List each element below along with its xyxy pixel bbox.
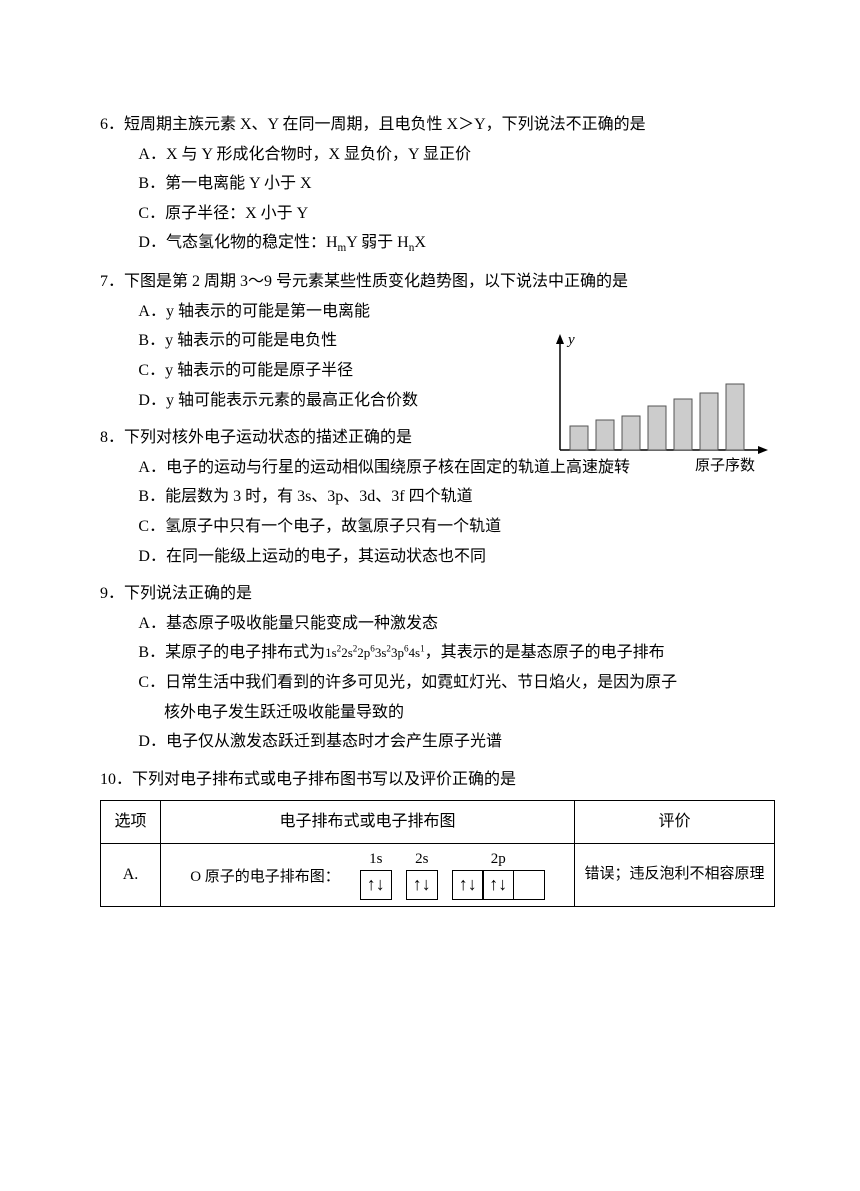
cell-option-a: A.	[101, 843, 161, 906]
q9-option-d: D．电子仅从激发态跃迁到基态时才会产生原子光谱	[100, 727, 775, 757]
orbital-diagram: O 原子的电子排布图： 1s↑↓2s↑↓2p↑↓↑↓	[169, 850, 566, 900]
q6-option-c: C．原子半径：X 小于 Y	[100, 199, 775, 229]
electron-config-formula: 1s22s22p63s23p64s1	[325, 645, 425, 660]
q8-option-b: B．能层数为 3 时，有 3s、3p、3d、3f 四个轨道	[100, 482, 775, 512]
orbital-box: ↑↓	[452, 870, 484, 900]
th-config: 电子排布式或电子排布图	[161, 801, 575, 844]
orbital-boxes: ↑↓	[406, 870, 438, 900]
orbital-groups: 1s↑↓2s↑↓2p↑↓↑↓	[360, 850, 545, 900]
orbital-label: 2s	[415, 850, 428, 868]
svg-text:原子序数: 原子序数	[695, 457, 755, 474]
th-option: 选项	[101, 801, 161, 844]
q10-stem: 10．下列对电子排布式或电子排布图书写以及评价正确的是	[100, 765, 775, 795]
question-10: 10．下列对电子排布式或电子排布图书写以及评价正确的是 选项 电子排布式或电子排…	[100, 765, 775, 907]
q7-stem: 7．下图是第 2 周期 3～9 号元素某些性质变化趋势图，以下说法中正确的是	[100, 267, 775, 297]
table-header-row: 选项 电子排布式或电子排布图 评价	[101, 801, 775, 844]
question-9: 9．下列说法正确的是 A．基态原子吸收能量只能变成一种激发态 B．某原子的电子排…	[100, 579, 775, 757]
q8-option-d: D．在同一能级上运动的电子，其运动状态也不同	[100, 542, 775, 572]
orbital-label: 1s	[369, 850, 382, 868]
orbital-boxes: ↑↓	[360, 870, 392, 900]
orbital-box: ↑↓	[360, 870, 392, 900]
question-6: 6．短周期主族元素 X、Y 在同一周期，且电负性 X＞Y，下列说法不正确的是 A…	[100, 110, 775, 259]
bar-chart: y 原子序数	[540, 330, 770, 480]
orbital-group-2s: 2s ↑↓	[406, 850, 438, 900]
orbital-box	[513, 870, 545, 900]
evaluation-table: 选项 电子排布式或电子排布图 评价 A. O 原子的电子排布图： 1s ↑↓ 2s ↑…	[100, 800, 775, 907]
cell-config-a: O 原子的电子排布图： 1s↑↓2s↑↓2p↑↓↑↓	[161, 843, 575, 906]
chart-svg: y 原子序数	[540, 330, 770, 480]
svg-text:y: y	[566, 332, 575, 348]
orbital-group-1s: 1s ↑↓	[360, 850, 392, 900]
orbital-boxes: ↑↓↑↓	[452, 870, 545, 900]
orbital-prefix: O 原子的电子排布图：	[190, 854, 340, 900]
orbital-label: 2p	[491, 850, 506, 868]
q9-option-a: A．基态原子吸收能量只能变成一种激发态	[100, 609, 775, 639]
q8-option-c: C．氢原子中只有一个电子，故氢原子只有一个轨道	[100, 512, 775, 542]
q6-option-d: D．气态氢化物的稳定性：HmY 弱于 HnX	[100, 228, 775, 259]
q6-option-a: A．X 与 Y 形成化合物时，X 显负价，Y 显正价	[100, 140, 775, 170]
orbital-box: ↑↓	[482, 870, 514, 900]
orbital-group-2p: 2p ↑↓↑↓	[452, 850, 545, 900]
cell-eval-a: 错误；违反泡利不相容原理	[575, 843, 775, 906]
orbital-box: ↑↓	[406, 870, 438, 900]
q9-option-c-line1: C．日常生活中我们看到的许多可见光，如霓虹灯光、节日焰火，是因为原子	[100, 668, 775, 698]
q9-option-b: B．某原子的电子排布式为1s22s22p63s23p64s1，其表示的是基态原子…	[100, 638, 775, 668]
th-eval: 评价	[575, 801, 775, 844]
q9-stem: 9．下列说法正确的是	[100, 579, 775, 609]
table-row-a: A. O 原子的电子排布图： 1s↑↓2s↑↓2p↑↓↑↓ 错误；违反泡利不相容…	[101, 843, 775, 906]
q9-option-c-line2: 核外电子发生跃迁吸收能量导致的	[100, 698, 775, 728]
q6-option-b: B．第一电离能 Y 小于 X	[100, 169, 775, 199]
q7-option-a: A．y 轴表示的可能是第一电离能	[100, 297, 775, 327]
q6-stem: 6．短周期主族元素 X、Y 在同一周期，且电负性 X＞Y，下列说法不正确的是	[100, 110, 775, 140]
